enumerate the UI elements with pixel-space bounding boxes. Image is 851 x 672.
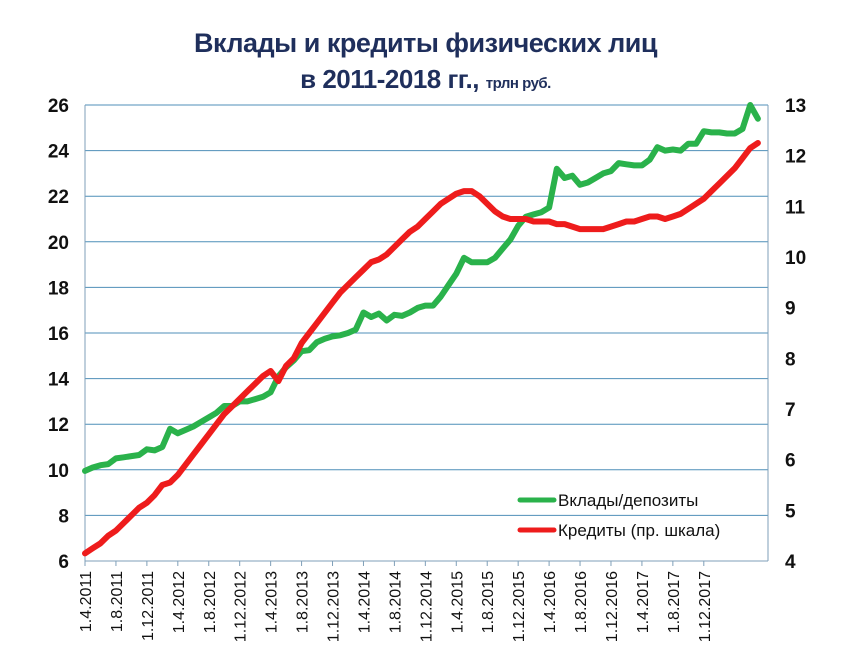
x-tick-label: 1.4.2014	[356, 571, 373, 633]
y-right-tick-label: 7	[785, 400, 796, 421]
series-line-1	[82, 102, 761, 474]
y-right-tick-label: 4	[785, 552, 796, 573]
x-tick-label: 1.4.2015	[449, 571, 466, 633]
x-tick-label: 1.8.2016	[573, 571, 590, 633]
y-left-tick-label: 14	[48, 370, 70, 391]
y-right-tick-label: 12	[785, 147, 806, 168]
legend-label: Вклады/депозиты	[558, 491, 698, 510]
x-tick-label: 1.8.2014	[387, 571, 404, 633]
y-left-tick-label: 22	[48, 187, 69, 208]
legend-label: Кредиты (пр. шкала)	[558, 521, 720, 540]
x-tick-label: 1.8.2015	[480, 571, 497, 633]
chart-title-main: в 2011-2018 гг.,	[300, 64, 479, 94]
x-tick-label: 1.4.2017	[635, 571, 652, 633]
x-tick-label: 1.12.2011	[140, 571, 157, 641]
x-tick-label: 1.4.2013	[264, 571, 281, 633]
y-left-tick-label: 16	[48, 324, 69, 345]
x-tick-label: 1.8.2017	[666, 571, 683, 633]
y-right-tick-label: 6	[785, 451, 796, 472]
x-tick-label: 1.12.2015	[511, 571, 528, 642]
x-tick-label: 1.4.2012	[171, 571, 188, 633]
x-tick-label: 1.8.2013	[295, 571, 312, 633]
y-left-tick-label: 24	[48, 142, 70, 163]
x-tick-label: 1.12.2016	[604, 571, 621, 642]
y-left-tick-label: 10	[48, 461, 69, 482]
y-right-tick-label: 11	[785, 197, 806, 218]
y-right-tick-label: 10	[785, 248, 806, 269]
x-tick-label: 1.8.2011	[109, 571, 126, 632]
x-tick-label: 1.4.2011	[78, 571, 95, 632]
y-left-tick-label: 26	[48, 96, 69, 117]
chart-title-line1: Вклады и кредиты физических лиц	[194, 28, 657, 58]
chart-title-line2: в 2011-2018 гг., трлн руб.	[0, 64, 851, 95]
x-tick-label: 1.4.2016	[542, 571, 559, 633]
y-right-tick-label: 13	[785, 96, 806, 117]
y-left-tick-label: 20	[48, 233, 69, 254]
x-tick-label: 1.12.2013	[326, 571, 343, 642]
y-right-tick-label: 5	[785, 501, 796, 522]
y-left-tick-label: 6	[58, 552, 69, 573]
y-right-tick-label: 9	[785, 299, 796, 320]
x-tick-label: 1.12.2017	[697, 571, 714, 642]
x-tick-label: 1.12.2012	[233, 571, 250, 642]
chart-title-unit: трлн руб.	[485, 75, 552, 92]
y-right-tick-label: 8	[785, 349, 796, 370]
x-tick-label: 1.12.2014	[418, 571, 435, 642]
y-left-tick-label: 8	[58, 506, 69, 527]
series-line-2	[82, 140, 761, 557]
y-left-tick-label: 12	[48, 415, 69, 436]
y-left-tick-label: 18	[48, 278, 69, 299]
x-tick-label: 1.8.2012	[202, 571, 219, 633]
